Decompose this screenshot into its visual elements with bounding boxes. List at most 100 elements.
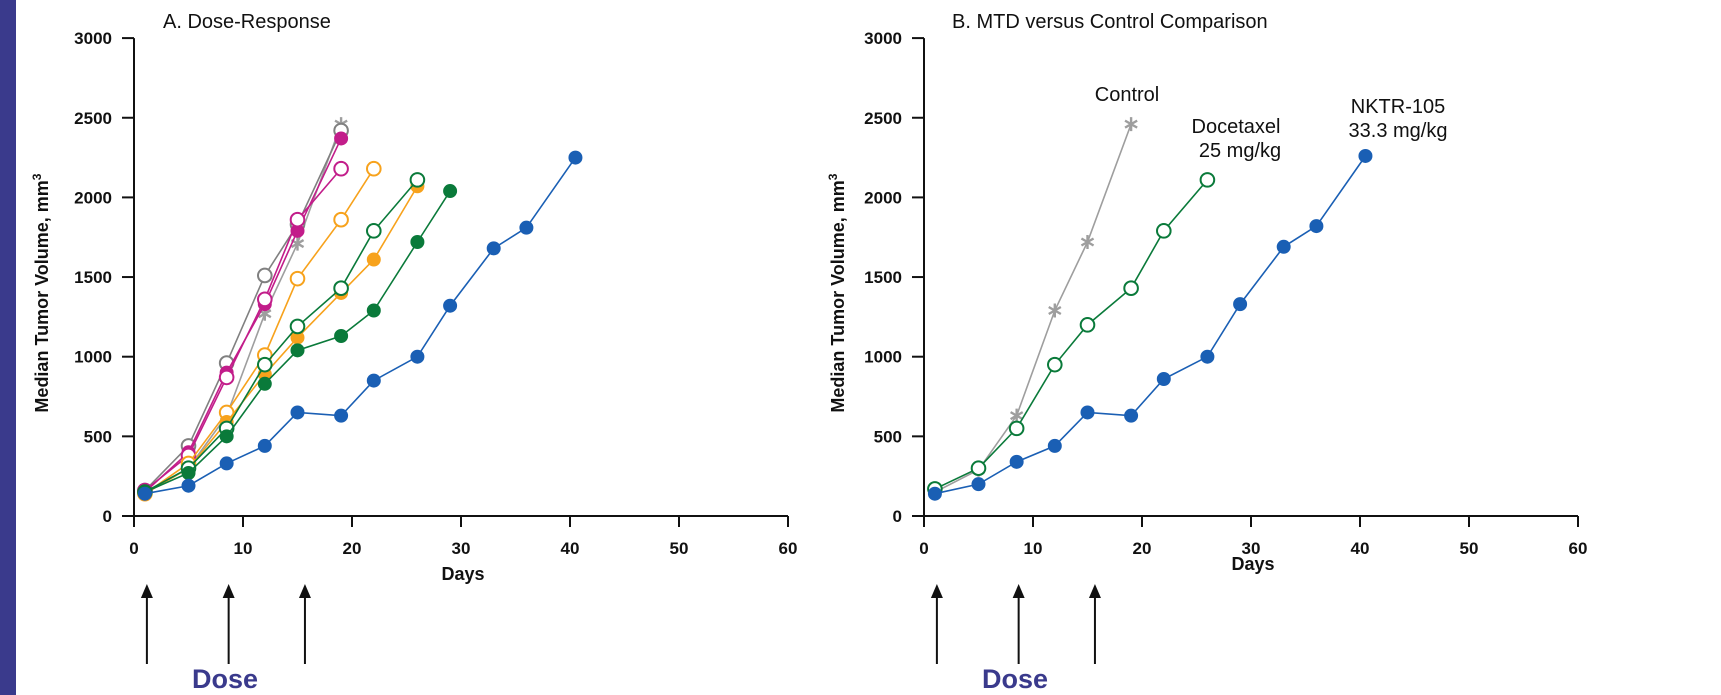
data-point [1009,454,1024,469]
series-line [934,179,1209,490]
data-point [1047,356,1063,373]
y-tick-label: 3000 [864,29,902,48]
data-point [366,160,382,177]
data-point [1233,297,1248,312]
data-point [1079,317,1096,333]
x-tick-label: 40 [561,539,580,558]
data-series [137,150,583,501]
dose-arrow-head [298,584,311,598]
data-series [137,160,349,499]
data-point [927,486,942,501]
data-point [289,318,306,335]
data-point [970,460,987,477]
data-point [1156,372,1171,387]
data-series [137,172,426,500]
series-line [144,123,342,493]
y-tick-label: 500 [874,427,902,446]
y-tick-label: 1000 [74,348,112,367]
data-point [519,220,534,235]
y-tick-label: 1500 [864,268,902,287]
left-border-rule [0,0,16,695]
data-point [334,131,349,146]
data-point [1008,420,1025,437]
y-tick-label: 0 [103,507,112,526]
y-tick-label: 500 [84,427,112,446]
y-tick-label: 3000 [74,29,112,48]
x-tick-label: 60 [1569,539,1588,558]
data-point [257,356,273,373]
series-line [934,155,1367,495]
data-point [1200,349,1215,364]
series-annotation: 33.3 mg/kg [1349,120,1448,142]
y-tick-label: 1000 [864,348,902,367]
data-point [333,160,349,177]
data-point [257,267,273,284]
data-series [928,117,1138,500]
dose-arrow-head [930,584,943,598]
series-line [144,168,342,492]
series-line [934,123,1132,493]
data-point [1199,172,1216,188]
data-point [289,270,306,287]
data-point [366,303,381,318]
x-tick-label: 10 [234,539,253,558]
y-tick-label: 2500 [864,109,902,128]
data-point [1276,239,1291,254]
data-point [290,343,305,358]
data-point [219,429,234,444]
data-point [289,211,306,228]
data-point [181,478,196,493]
data-series [137,179,425,501]
data-point [181,465,196,480]
data-point [290,405,305,420]
x-tick-label: 50 [670,539,689,558]
data-point [257,438,272,453]
x-tick-label: 20 [1133,539,1152,558]
chart-title: B. MTD versus Control Comparison [952,11,1268,33]
data-series [927,148,1373,501]
data-point [1048,303,1062,318]
panel-a-dose-response: A. Dose-Response050010001500200025003000… [30,11,797,694]
y-tick-label: 2000 [74,188,112,207]
y-tick-label: 2000 [864,188,902,207]
data-point [409,172,426,188]
series-line [144,130,342,492]
data-point [1047,438,1062,453]
data-point [366,373,381,388]
data-point [257,291,273,308]
data-point [137,486,152,501]
x-tick-label: 60 [779,539,798,558]
data-series [927,172,1216,497]
series-annotation: 25 mg/kg [1199,140,1281,162]
x-tick-label: 50 [1460,539,1479,558]
dose-arrow-head [1088,584,1101,598]
data-point [1156,223,1172,239]
data-point [410,235,425,250]
y-axis-title: Median Tumor Volume, mm3 [30,173,52,412]
y-axis-title-superscript: 3 [30,173,44,180]
data-point [1124,117,1138,132]
series-annotation: NKTR-105 [1351,96,1445,118]
data-point [366,252,381,267]
series-line [144,179,419,493]
dose-label: Dose [982,664,1048,694]
series-annotation: Docetaxel [1192,116,1281,138]
y-axis-title-superscript: 3 [826,173,840,180]
y-axis-title: Median Tumor Volume, mm3 [826,173,848,412]
data-point [334,328,349,343]
data-point [334,408,349,423]
dose-label: Dose [192,664,258,694]
data-point [1080,405,1095,420]
data-series [137,131,349,500]
data-series [138,117,348,500]
y-tick-label: 0 [893,507,902,526]
y-tick-label: 2500 [74,109,112,128]
series-line [144,138,342,493]
data-point [1009,408,1024,423]
data-point [1124,408,1139,423]
data-point [568,150,583,165]
data-point [971,477,986,492]
data-point [257,376,272,391]
x-tick-label: 20 [343,539,362,558]
